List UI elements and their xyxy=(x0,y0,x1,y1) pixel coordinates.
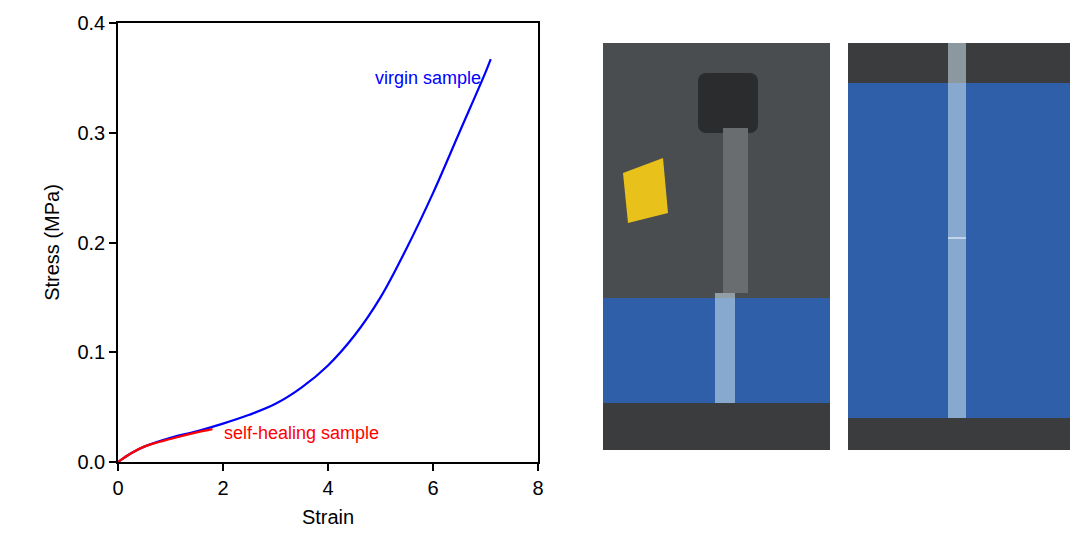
svg-text:4: 4 xyxy=(322,477,333,499)
svg-text:0.2: 0.2 xyxy=(77,232,105,254)
svg-text:0: 0 xyxy=(112,477,123,499)
svg-text:virgin sample: virgin sample xyxy=(375,68,481,88)
svg-text:0.1: 0.1 xyxy=(77,341,105,363)
svg-text:Strain: Strain xyxy=(302,506,354,528)
svg-text:Stress (MPa): Stress (MPa) xyxy=(41,184,63,301)
svg-text:2: 2 xyxy=(217,477,228,499)
svg-text:0.0: 0.0 xyxy=(77,451,105,473)
svg-text:8: 8 xyxy=(532,477,543,499)
svg-text:6: 6 xyxy=(427,477,438,499)
svg-text:0.4: 0.4 xyxy=(77,12,105,34)
svg-text:self-healing sample: self-healing sample xyxy=(224,423,379,443)
svg-text:0.3: 0.3 xyxy=(77,122,105,144)
